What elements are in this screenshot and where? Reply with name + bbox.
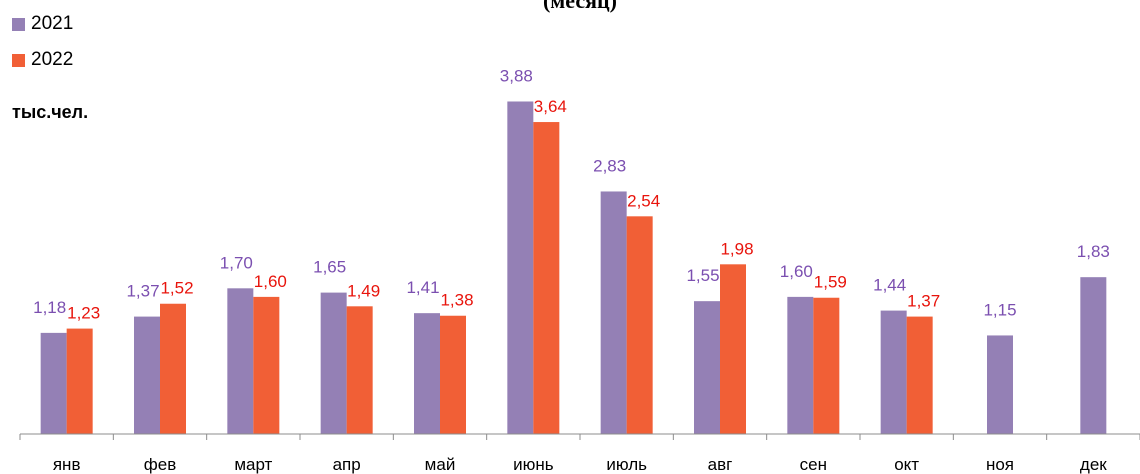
bar-2021-12 [1080,277,1107,434]
bar-2022-8 [720,264,746,434]
x-tick-label-11: ноя [986,455,1014,474]
data-label-2022-6: 3,64 [534,97,567,116]
x-tick-label-2: фев [144,455,176,474]
legend-label-2021: 2021 [31,13,74,34]
bar-2022-6 [533,122,560,434]
data-label-2022-3: 1,60 [254,272,287,291]
bar-2022-1 [66,328,93,434]
bar-2021-3 [227,288,254,434]
data-label-2021-6: 3,88 [500,66,533,85]
data-label-2022-7: 2,54 [627,191,660,210]
data-label-2022-4: 1,49 [347,281,380,300]
data-label-2022-8: 1,98 [720,239,753,258]
bar-2021-8 [694,301,720,434]
bar-2022-4 [346,306,373,434]
data-label-2021-10: 1,44 [873,276,906,295]
legend-item-2022: 2022 [12,42,73,78]
bar-2022-3 [253,296,280,434]
x-tick-label-6: июнь [513,455,554,474]
data-label-2021-12: 1,83 [1077,242,1110,261]
x-tick-label-8: авг [708,455,733,474]
bar-2021-6 [507,101,534,434]
bar-2021-1 [40,332,67,434]
data-label-2022-1: 1,23 [67,304,100,323]
legend-item-2021: 2021 [12,6,73,42]
data-label-2022-9: 1,59 [814,273,847,292]
data-label-2022-10: 1,37 [907,292,940,311]
bar-2021-7 [600,191,627,434]
bar-2022-5 [440,315,466,434]
data-label-2021-11: 1,15 [983,300,1016,319]
data-label-2021-5: 1,41 [406,278,439,297]
x-tick-label-5: май [425,455,456,474]
data-label-2021-1: 1,18 [33,298,66,317]
x-tick-label-12: дек [1080,455,1107,474]
bar-2022-2 [160,303,186,434]
bar-2021-4 [320,292,347,434]
legend-label-2022: 2022 [31,49,74,70]
x-tick-label-3: март [234,455,272,474]
bar-2021-10 [880,310,907,434]
legend: 2021 2022 [12,6,73,78]
data-label-2021-2: 1,37 [126,282,159,301]
bar-2021-9 [787,296,814,434]
data-label-2021-8: 1,55 [686,266,719,285]
data-label-2021-4: 1,65 [313,258,346,277]
bar-2021-5 [414,313,440,434]
bar-2022-9 [813,297,840,434]
x-tick-label-1: янв [53,455,81,474]
x-tick-label-9: сен [800,455,827,474]
bar-2022-7 [626,216,653,434]
data-label-2022-2: 1,52 [160,279,193,298]
legend-swatch-2022 [12,53,25,67]
y-axis-unit-label: тыс.чел. [12,102,89,122]
data-label-2021-7: 2,83 [593,156,626,175]
bar-2022-10 [906,316,933,434]
x-tick-label-10: окт [894,455,919,474]
data-label-2021-3: 1,70 [220,253,253,272]
data-label-2022-5: 1,38 [440,291,473,310]
x-tick-label-4: апр [333,455,361,474]
legend-swatch-2021 [12,17,25,31]
bar-2021-11 [987,335,1013,434]
bar-2021-2 [134,316,160,434]
chart-title: (месяц) [542,0,617,13]
x-tick-label-7: июль [606,455,647,474]
data-label-2021-9: 1,60 [780,262,813,281]
